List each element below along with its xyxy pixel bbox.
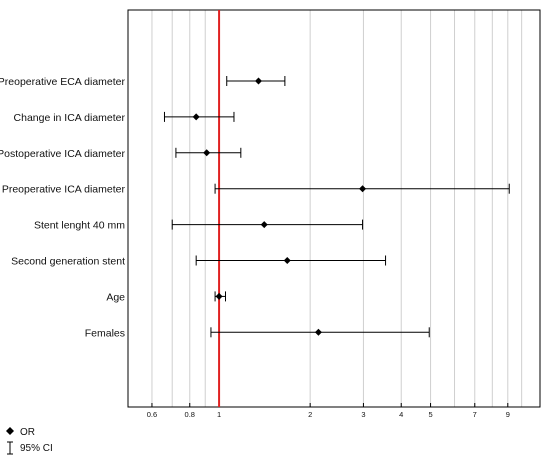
legend-or-label: OR xyxy=(20,427,35,438)
row-label: Postoperative ICA diameter xyxy=(0,148,125,160)
or-point xyxy=(255,77,263,85)
row-labels: Preoperative ECA diameter Change in ICA d… xyxy=(0,76,125,339)
row-label: Age xyxy=(106,291,125,303)
x-tick-label: 5 xyxy=(428,410,432,419)
forest-row xyxy=(163,111,235,122)
row-label: Stent lenght 40 mm xyxy=(34,220,125,232)
x-tick-label: 7 xyxy=(473,410,477,419)
or-point xyxy=(283,257,291,264)
row-label: Females xyxy=(85,327,125,339)
forest-row xyxy=(214,291,226,302)
legend: OR 95% CI xyxy=(6,427,53,455)
legend-ci-icon xyxy=(7,441,13,455)
row-label: Preoperative ICA diameter xyxy=(2,184,126,196)
forest-row xyxy=(171,219,364,230)
row-label: Preoperative ECA diameter xyxy=(0,76,125,88)
row-label: Second generation stent xyxy=(11,256,125,268)
x-tick-label: 9 xyxy=(506,410,510,419)
forest-row xyxy=(226,76,286,86)
or-point xyxy=(215,292,223,300)
or-point xyxy=(260,221,268,229)
plot-frame xyxy=(127,9,541,408)
forest-row xyxy=(214,183,510,194)
x-tick-label: 3 xyxy=(361,410,365,419)
or-point xyxy=(192,113,200,121)
x-axis-ticks: 0.6 0.8 1 2 3 4 5 7 9 xyxy=(147,403,510,419)
x-tick-label: 4 xyxy=(399,410,403,419)
gridlines xyxy=(151,10,523,407)
or-point xyxy=(359,185,367,193)
x-tick-label: 1 xyxy=(217,410,221,419)
legend-ci-label: 95% CI xyxy=(20,443,53,454)
row-label: Change in ICA diameter xyxy=(14,112,126,124)
legend-diamond-icon xyxy=(6,427,14,435)
x-tick-label: 2 xyxy=(308,410,312,419)
forest-row xyxy=(195,255,387,266)
or-point xyxy=(203,149,211,157)
forest-row xyxy=(175,147,242,158)
x-tick-label: 0.6 xyxy=(147,410,157,419)
forest-row xyxy=(210,327,430,338)
x-tick-label: 0.8 xyxy=(185,410,195,419)
or-point xyxy=(314,328,322,336)
rows-layer xyxy=(163,76,510,338)
